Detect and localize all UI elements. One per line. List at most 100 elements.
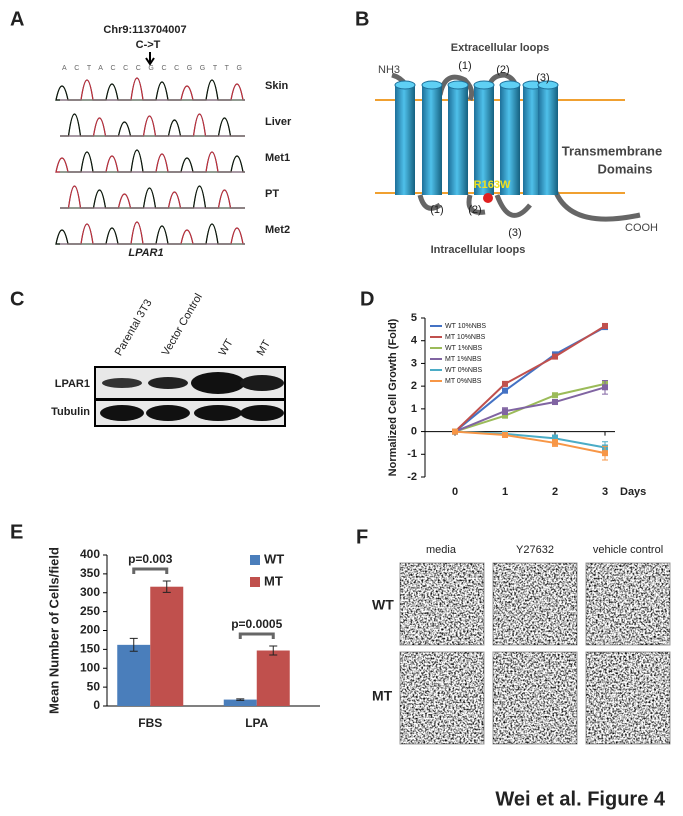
series-line — [454, 382, 606, 433]
panel-b: B Extracellular loops NH3 (1) (2) (3) Tr… — [355, 8, 662, 256]
point — [552, 392, 558, 399]
panel-label: E — [10, 521, 23, 543]
mutation: R163W — [474, 179, 511, 191]
point — [552, 353, 558, 360]
series-line — [454, 386, 606, 433]
y-tick-label: 5 — [411, 312, 417, 324]
y-axis-label: Mean Number of Cells/field — [46, 547, 61, 714]
sequence: ACTACCCGCCGGTTG — [62, 65, 242, 72]
band — [102, 378, 142, 388]
legend-label: WT 1%NBS — [445, 345, 483, 352]
trace — [60, 185, 245, 209]
y-tick-label: -2 — [407, 471, 417, 483]
helix-top — [394, 80, 416, 90]
helix-top — [473, 80, 495, 90]
y-tick-label: 400 — [80, 547, 100, 561]
blot-row: Tubulin — [51, 406, 90, 418]
trace — [60, 113, 245, 137]
caption: Wei et al. Figure 4 — [495, 788, 666, 810]
arrow — [145, 52, 155, 66]
loop: (3) — [536, 72, 549, 84]
point — [502, 431, 508, 438]
helix — [538, 85, 558, 195]
point — [502, 387, 508, 394]
trace — [60, 185, 245, 209]
row: MT — [372, 688, 393, 704]
column: Y27632 — [516, 544, 554, 556]
sample-label: Met1 — [265, 152, 290, 164]
point — [552, 439, 558, 446]
annotation: p=0.003 — [128, 552, 173, 566]
significance-bracket — [132, 567, 169, 575]
y-tick-label: 250 — [80, 604, 100, 618]
point — [602, 450, 608, 457]
trace — [60, 113, 245, 137]
helix — [474, 85, 494, 195]
helix-top — [499, 80, 521, 90]
point — [502, 380, 508, 387]
x-tick-label: 3 — [602, 486, 608, 498]
point — [602, 322, 608, 329]
band — [191, 372, 245, 394]
error-bar — [236, 698, 245, 701]
y-tick-label: 50 — [87, 679, 101, 693]
y-tick-label: 200 — [80, 623, 100, 637]
extracellular: Extracellular loops — [451, 42, 549, 54]
point — [502, 412, 508, 419]
loop: (1) — [458, 60, 471, 72]
sample-label: Met2 — [265, 224, 290, 236]
lane: MT — [255, 338, 273, 358]
y-tick-label: 0 — [411, 425, 417, 437]
helix — [395, 85, 415, 195]
helix-top — [421, 80, 443, 90]
gene: LPAR1 — [128, 247, 163, 259]
band — [146, 405, 190, 421]
helix — [448, 85, 468, 195]
column: media — [426, 544, 457, 556]
legend-swatch — [250, 555, 260, 565]
micrograph-cells — [586, 652, 670, 744]
series-line — [454, 430, 606, 455]
panel-label: A — [10, 8, 24, 30]
band — [100, 405, 144, 421]
change: C->T — [136, 39, 161, 51]
error-bar — [269, 645, 278, 656]
y-axis-label: Normalized Cell Growth (Fold) — [387, 318, 399, 476]
error-bar — [162, 580, 171, 593]
mutation-site — [483, 193, 493, 203]
significance-bracket — [238, 632, 275, 639]
x-axis-label: Days — [620, 486, 646, 498]
y-tick-label: 1 — [411, 403, 417, 415]
sample-label: Liver — [265, 116, 292, 128]
legend-label: WT 10%NBS — [445, 323, 486, 330]
y-tick-label: 3 — [411, 357, 417, 369]
micrograph-cells — [586, 563, 670, 645]
lane: WT — [217, 337, 236, 358]
trace — [60, 113, 245, 137]
legend-label: WT — [264, 551, 284, 566]
c-term: COOH — [625, 222, 658, 234]
micrograph-cells — [400, 563, 484, 645]
trace — [60, 185, 245, 209]
band — [148, 377, 188, 389]
loop: (3) — [508, 227, 521, 239]
panel-label: F — [356, 526, 368, 548]
y-tick-label: 4 — [411, 335, 418, 347]
series-line — [454, 325, 606, 433]
point — [552, 435, 558, 442]
trace — [60, 185, 245, 209]
row: WT — [372, 597, 394, 613]
x-tick-label: FBS — [138, 716, 162, 730]
x-tick-label: 0 — [452, 486, 458, 498]
intracellular: Intracellular loops — [431, 244, 526, 256]
panel-f: F media Y27632 vehicle control WT MT — [356, 526, 671, 745]
annotation: p=0.0005 — [231, 617, 282, 631]
bar — [117, 644, 151, 706]
position: Chr9:113704007 — [103, 24, 186, 36]
panel-c: C Parental 3T3 Vector Control WT MT LPAR… — [10, 288, 286, 427]
loop: (2) — [496, 64, 509, 76]
legend-label: WT 0%NBS — [445, 367, 483, 374]
helix-top — [447, 80, 469, 90]
lane: Parental 3T3 — [113, 297, 155, 358]
